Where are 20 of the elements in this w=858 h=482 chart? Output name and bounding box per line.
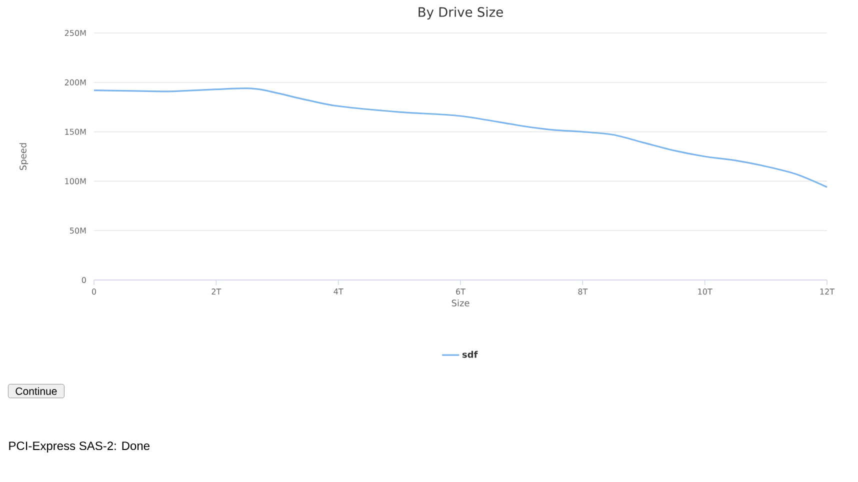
y-tick-label: 150M [65,128,86,135]
text: PCI-Express SAS-2: Done [9,442,150,452]
chart-title: By Drive Size [418,6,503,20]
y-tick-label: 200M [64,79,86,86]
line-series [93,88,828,188]
y-tick-label: 50M [70,228,86,234]
x-tick-label: 12T [820,288,835,294]
x-tick-label: 2T [212,288,222,294]
x-tick-label: 10T [698,288,712,295]
y-tick-label: 0 [82,276,86,284]
legend-label: sdf [462,350,478,358]
y-tick-label: 100M [65,178,86,184]
text: Continue [16,387,57,395]
x-tick-label: 4T [334,288,344,294]
y-tick-label: 250M [64,30,86,36]
x-tick-label: 8T [578,288,588,295]
x-tick-label: 6T [456,288,466,295]
x-axis-title: Size [452,299,470,306]
x-tick-label: 0 [92,288,96,295]
y-axis-title: Speed [19,143,28,170]
